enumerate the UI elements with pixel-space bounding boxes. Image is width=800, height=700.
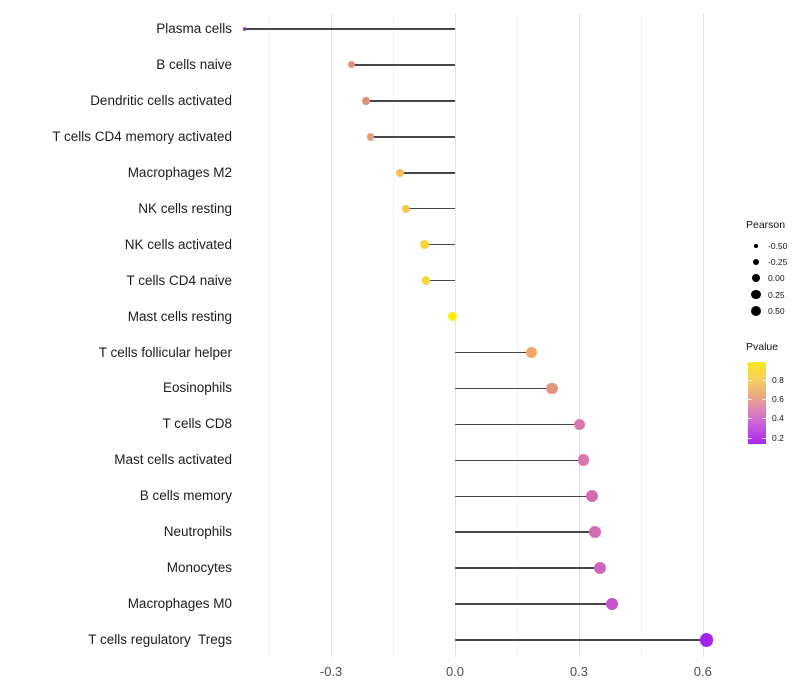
colorbar-tick bbox=[748, 399, 752, 401]
gridline-major bbox=[702, 14, 704, 657]
y-axis-label: Macrophages M0 bbox=[127, 596, 232, 611]
lollipop-dot bbox=[348, 61, 356, 69]
y-axis-label: T cells CD4 naive bbox=[126, 272, 232, 288]
size-legend-label: 0.50 bbox=[768, 306, 785, 316]
y-axis-label: Mast cells activated bbox=[114, 452, 232, 468]
lollipop-dot bbox=[401, 204, 411, 213]
colorbar-tick bbox=[762, 437, 766, 439]
gridline-minor bbox=[517, 14, 518, 657]
size-legend-dot bbox=[751, 289, 761, 300]
colorbar-tick bbox=[748, 380, 752, 381]
colorbar-tick bbox=[748, 437, 752, 439]
lollipop-dot bbox=[242, 27, 247, 31]
gridline-minor bbox=[393, 14, 395, 657]
size-legend-label: -0.25 bbox=[768, 257, 788, 267]
lollipop-dot bbox=[586, 490, 599, 503]
y-axis-label: T cells CD4 memory activated bbox=[52, 128, 232, 144]
lollipop-dot bbox=[447, 311, 458, 322]
lollipop-dot bbox=[573, 418, 586, 431]
x-axis-label: 0.0 bbox=[445, 664, 465, 679]
y-axis-label: B cells naive bbox=[156, 56, 232, 72]
x-axis-label: -0.3 bbox=[319, 664, 343, 679]
size-legend-label: 0.25 bbox=[768, 289, 785, 300]
size-legend-label: 0.00 bbox=[768, 273, 785, 283]
colorbar-tick-label: 0.4 bbox=[772, 413, 784, 424]
lollipop-stem bbox=[455, 387, 553, 390]
y-axis-label: Plasma cells bbox=[156, 21, 232, 36]
gridline-major bbox=[331, 14, 333, 657]
lollipop-stem bbox=[366, 100, 455, 102]
gridline-major bbox=[455, 14, 456, 657]
lollipop-dot bbox=[362, 97, 370, 105]
colorbar-tick-label: 0.8 bbox=[772, 375, 784, 385]
lollipop-stem bbox=[455, 603, 613, 605]
colorbar-tick-label: 0.2 bbox=[772, 432, 784, 443]
gridline-minor bbox=[269, 14, 271, 657]
lollipop-stem bbox=[455, 531, 595, 533]
y-axis-label: B cells memory bbox=[139, 488, 232, 504]
size-legend-dot bbox=[751, 273, 761, 283]
lollipop-stem bbox=[405, 207, 455, 210]
lollipop-dot bbox=[420, 240, 429, 250]
lollipop-dot bbox=[593, 562, 606, 575]
lollipop-stem bbox=[244, 28, 455, 30]
size-legend-title: Pearson bbox=[746, 219, 786, 231]
gridline-major bbox=[578, 14, 580, 657]
colorbar-tick bbox=[762, 380, 766, 381]
lollipop-dot bbox=[526, 347, 538, 358]
lollipop-stem bbox=[351, 64, 456, 66]
x-axis-label: 0.3 bbox=[569, 664, 588, 679]
lollipop-stem bbox=[400, 172, 455, 174]
lollipop-dot bbox=[588, 526, 601, 539]
color-legend-title: Pvalue bbox=[746, 341, 779, 353]
lollipop-dot bbox=[577, 454, 590, 467]
lollipop-stem bbox=[426, 279, 455, 282]
colorbar-tick-label: 0.6 bbox=[772, 394, 784, 405]
y-axis-label: Monocytes bbox=[166, 560, 232, 576]
y-axis-label: NK cells activated bbox=[124, 236, 232, 252]
lollipop-stem bbox=[455, 459, 584, 461]
size-legend-dot bbox=[754, 244, 758, 248]
lollipop-dot bbox=[421, 276, 431, 285]
pvalue-colorbar bbox=[748, 362, 766, 444]
y-axis-label: Mast cells resting bbox=[127, 308, 232, 324]
y-axis-label: Neutrophils bbox=[163, 524, 232, 540]
lollipop-stem bbox=[455, 567, 600, 569]
y-axis-label: NK cells resting bbox=[138, 200, 232, 216]
y-axis-label: T cells follicular helper bbox=[98, 344, 232, 360]
size-legend-label: -0.50 bbox=[768, 241, 788, 251]
lollipop-dot bbox=[366, 133, 375, 141]
lollipop-stem bbox=[455, 423, 580, 426]
lollipop-dot bbox=[546, 382, 558, 395]
lollipop-dot bbox=[395, 168, 405, 177]
colorbar-tick bbox=[762, 418, 766, 420]
lollipop-stem bbox=[455, 351, 532, 354]
colorbar-tick bbox=[762, 399, 766, 401]
y-axis-label: T cells CD8 bbox=[162, 416, 232, 432]
plot-panel bbox=[240, 14, 732, 657]
x-axis-label: 0.6 bbox=[693, 664, 712, 679]
size-legend-dot bbox=[752, 258, 760, 266]
lollipop-dot bbox=[699, 633, 714, 647]
lollipop-dot bbox=[606, 597, 619, 611]
size-legend-dot bbox=[750, 305, 762, 317]
colorbar-tick bbox=[748, 418, 752, 420]
y-axis-label: Dendritic cells activated bbox=[90, 92, 232, 108]
lollipop-stem bbox=[455, 639, 707, 641]
lollipop-stem bbox=[424, 243, 455, 246]
y-axis-label: Eosinophils bbox=[162, 380, 232, 396]
lollipop-stem bbox=[455, 495, 593, 497]
lollipop-stem bbox=[370, 136, 455, 138]
y-axis-label: T cells regulatory Tregs bbox=[88, 632, 232, 647]
gridline-minor bbox=[640, 14, 642, 657]
y-axis-label: Macrophages M2 bbox=[127, 164, 232, 180]
